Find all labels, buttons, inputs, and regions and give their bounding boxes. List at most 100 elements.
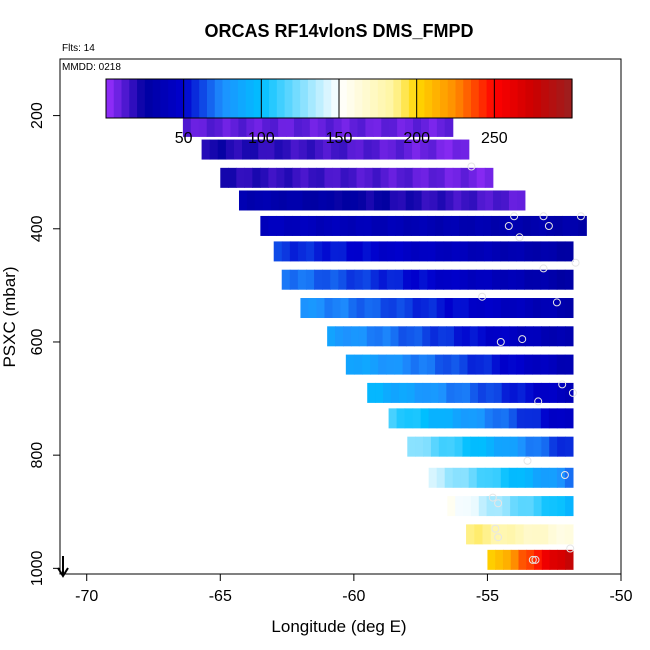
heatmap-cell: [428, 298, 438, 319]
heatmap-cell: [276, 167, 285, 188]
heatmap-cell: [404, 298, 414, 319]
heatmap-cell: [534, 549, 543, 570]
observation-point: [571, 258, 580, 267]
colorbar-segment: [455, 79, 464, 118]
colorbar-segment: [408, 79, 418, 118]
heatmap-cell: [298, 139, 308, 160]
heatmap-cell: [403, 139, 413, 160]
heatmap-cell: [508, 354, 517, 375]
heatmap-cell: [508, 467, 518, 488]
heatmap-cell: [526, 549, 535, 570]
heatmap-cell: [411, 241, 420, 262]
heatmap-cell: [327, 326, 336, 347]
heatmap-cell: [422, 326, 431, 347]
heatmap-cell: [388, 167, 398, 188]
colorbar-segment: [206, 79, 216, 118]
heatmap-cell: [372, 298, 382, 319]
heatmap-cell: [388, 298, 398, 319]
heatmap-cell: [482, 524, 492, 545]
heatmap-cell: [477, 190, 486, 211]
heatmap-cell: [562, 215, 571, 236]
heatmap-cell: [514, 215, 524, 236]
heatmap-cell: [370, 241, 380, 262]
colorbar-segment: [323, 79, 332, 118]
heatmap-cell: [427, 241, 437, 262]
heatmap-cell: [260, 215, 269, 236]
heatmap-cell: [282, 139, 292, 160]
heatmap-cell: [476, 298, 486, 319]
heatmap-cell: [470, 496, 480, 517]
heatmap-cell: [436, 167, 446, 188]
heatmap-cell: [565, 496, 574, 517]
heatmap-cell: [190, 116, 200, 137]
heatmap-cell: [494, 436, 503, 457]
heatmap-cell: [347, 139, 356, 160]
heatmap-cell: [491, 354, 501, 375]
heatmap-cell: [420, 408, 430, 429]
heatmap-cell: [438, 436, 448, 457]
heatmap-cell: [323, 139, 332, 160]
flights-label: Flts: 14: [62, 43, 95, 54]
colorbar-segment: [517, 79, 526, 118]
heatmap-cell: [350, 326, 360, 347]
heatmap-cell: [404, 167, 414, 188]
heatmap-cell: [355, 215, 365, 236]
heatmap-cell: [373, 190, 383, 211]
heatmap-cell: [262, 116, 271, 137]
observation-point: [528, 555, 537, 564]
heatmap-cell: [478, 436, 487, 457]
heatmap-cell: [419, 241, 428, 262]
y-tick-label: 1000: [29, 550, 46, 586]
heatmap-cell: [482, 215, 492, 236]
heatmap-cell: [548, 524, 558, 545]
heatmap-cell: [495, 549, 504, 570]
colorbar-segment: [362, 79, 371, 118]
heatmap-cell: [278, 190, 288, 211]
heatmap-cell: [250, 139, 259, 160]
heatmap-cell: [418, 354, 428, 375]
observation-point: [496, 338, 505, 346]
colorbar-segment: [191, 79, 200, 118]
heatmap-cell: [500, 298, 510, 319]
colorbar-tick-label: 50: [175, 130, 193, 147]
heatmap-cell: [510, 496, 519, 517]
colorbar-segment: [121, 79, 130, 118]
heatmap-cell: [308, 167, 318, 188]
heatmap-cell: [339, 215, 349, 236]
heatmap-cell: [262, 190, 272, 211]
heatmap-cell: [533, 382, 542, 403]
heatmap-cell: [381, 116, 390, 137]
heatmap-cell: [302, 190, 312, 211]
x-tick-label: -50: [609, 588, 632, 605]
colorbar-segment: [284, 79, 293, 118]
heatmap-cell: [411, 215, 420, 236]
colorbar-segment: [370, 79, 379, 118]
heatmap-cell: [444, 298, 454, 319]
heatmap-cell: [395, 215, 405, 236]
heatmap-cell: [523, 524, 533, 545]
heatmap-cell: [518, 549, 527, 570]
heatmap-cell: [541, 436, 550, 457]
heatmap-cell: [549, 382, 558, 403]
heatmap-cell: [436, 116, 446, 137]
heatmap-cell: [454, 436, 464, 457]
heatmap-cell: [225, 139, 235, 160]
heatmap-cell: [252, 167, 261, 188]
heatmap-cell: [318, 190, 327, 211]
heatmap-cell: [222, 116, 232, 137]
heatmap-cell: [281, 241, 291, 262]
heatmap-cell: [281, 269, 291, 290]
heatmap-cell: [578, 215, 587, 236]
heatmap-cell: [339, 139, 348, 160]
colorbar-segment: [401, 79, 410, 118]
colorbar-segment: [385, 79, 394, 118]
heatmap-cell: [498, 524, 508, 545]
heatmap-cell: [525, 436, 535, 457]
heatmap-cell: [268, 167, 277, 188]
heatmap-cell: [260, 167, 269, 188]
heatmap-cell: [316, 298, 326, 319]
heatmap-cell: [540, 408, 550, 429]
y-axis: 200 400 600 800 1000: [29, 102, 60, 586]
heatmap-cell: [390, 382, 400, 403]
heatmap-cell: [492, 241, 501, 262]
